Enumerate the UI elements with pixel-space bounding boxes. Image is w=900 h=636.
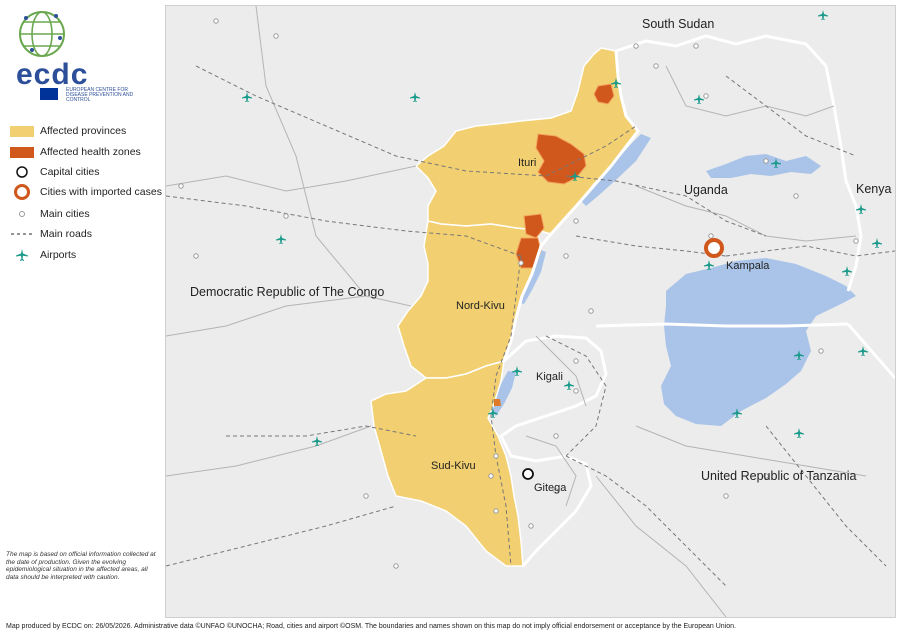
legend-label: Capital cities bbox=[40, 166, 100, 178]
airport-icon bbox=[771, 158, 781, 168]
map-disclaimer: The map is based on official information… bbox=[6, 551, 156, 581]
airport-icon bbox=[276, 234, 286, 244]
legend-item-capital-cities: Capital cities bbox=[10, 163, 100, 181]
logo-subtitle: EUROPEAN CENTRE FOR DISEASE PREVENTION A… bbox=[66, 87, 134, 103]
imported-case-city-kampala bbox=[704, 238, 724, 258]
airport-icon bbox=[312, 436, 322, 446]
airport-icon bbox=[512, 366, 522, 376]
border-uganda-kenya bbox=[824, 65, 863, 292]
ecdc-logo: ecdc EUROPEAN CENTRE FOR DISEASE PREVENT… bbox=[6, 8, 136, 103]
legend-panel: ecdc EUROPEAN CENTRE FOR DISEASE PREVENT… bbox=[0, 0, 165, 620]
legend-label: Cities with imported cases bbox=[40, 186, 162, 198]
country-label-south-sudan: South Sudan bbox=[642, 17, 714, 31]
health-zone-swatch bbox=[10, 146, 34, 158]
globe-icon bbox=[19, 11, 65, 57]
eu-flag-icon bbox=[40, 88, 58, 100]
airport-icon bbox=[570, 171, 580, 181]
lake-albert bbox=[580, 134, 651, 206]
airport-icon bbox=[858, 346, 868, 356]
airport-icon bbox=[242, 92, 252, 102]
country-label-uganda: Uganda bbox=[684, 183, 728, 197]
health-zone-sud-kivu bbox=[494, 399, 501, 406]
main-city-markers bbox=[178, 18, 859, 569]
country-label-drc: Democratic Republic of The Congo bbox=[190, 285, 384, 299]
legend-item-affected-provinces: Affected provinces bbox=[10, 122, 126, 140]
capital-label-gitega: Gitega bbox=[534, 482, 567, 494]
province-label-sud-kivu: Sud-Kivu bbox=[431, 460, 476, 472]
legend-label: Affected health zones bbox=[40, 146, 141, 158]
legend-item-affected-health-zones: Affected health zones bbox=[10, 143, 141, 161]
legend-item-airports: Airports bbox=[10, 246, 76, 264]
map-footer-credits: Map produced by ECDC on: 26/05/2026. Adm… bbox=[6, 623, 736, 630]
country-label-kenya: Kenya bbox=[856, 182, 891, 196]
imported-case-city-icon bbox=[10, 183, 34, 201]
airport-icon bbox=[794, 428, 804, 438]
legend-label: Main roads bbox=[40, 228, 92, 240]
airport-icon bbox=[732, 408, 742, 418]
border-drc-uganda bbox=[502, 50, 640, 362]
capital-label-kigali: Kigali bbox=[536, 371, 563, 383]
airport-icon bbox=[872, 238, 882, 248]
capital-city-icon bbox=[10, 165, 34, 179]
lake-victoria bbox=[661, 258, 856, 426]
border-kenya-tanzania bbox=[846, 323, 895, 379]
legend-label: Main cities bbox=[40, 208, 90, 220]
affected-province-swatch bbox=[10, 125, 34, 137]
logo-wordmark: ecdc bbox=[16, 58, 89, 91]
road-line-icon bbox=[10, 231, 34, 237]
border-uganda-south-sudan bbox=[615, 34, 828, 68]
airport-icon bbox=[488, 408, 498, 418]
province-label-ituri: Ituri bbox=[518, 157, 536, 169]
border-rwanda-burundi bbox=[499, 334, 608, 567]
airport-icon bbox=[794, 350, 804, 360]
border-uganda-tanzania bbox=[595, 322, 849, 328]
main-roads bbox=[166, 65, 895, 587]
country-label-tanzania: United Republic of Tanzania bbox=[701, 469, 856, 483]
capital-city-gitega bbox=[522, 468, 534, 480]
airport-icon bbox=[704, 260, 714, 270]
admin-boundaries bbox=[166, 6, 867, 617]
legend-label: Affected provinces bbox=[40, 125, 127, 137]
airport-icon bbox=[842, 266, 852, 276]
legend-item-main-roads: Main roads bbox=[10, 225, 92, 243]
lake-kyoga bbox=[706, 154, 821, 178]
main-city-icon bbox=[10, 209, 34, 219]
health-zone-nord-kivu-north bbox=[523, 213, 545, 239]
map-canvas: Democratic Republic of The Congo South S… bbox=[166, 6, 895, 617]
airport-icon bbox=[611, 78, 621, 88]
province-sud-kivu bbox=[370, 359, 524, 567]
airport-icon bbox=[10, 249, 34, 261]
legend-item-imported-cases: Cities with imported cases bbox=[10, 183, 162, 201]
map-view[interactable]: Democratic Republic of The Congo South S… bbox=[165, 5, 896, 618]
capital-label-kampala: Kampala bbox=[726, 260, 770, 272]
airport-icon bbox=[818, 10, 828, 20]
legend-label: Airports bbox=[40, 249, 77, 261]
health-zone-ituri-central bbox=[535, 133, 587, 185]
province-label-nord-kivu: Nord-Kivu bbox=[456, 300, 505, 312]
airport-icon bbox=[410, 92, 420, 102]
airport-icon bbox=[694, 94, 704, 104]
airport-markers bbox=[242, 10, 882, 446]
airport-icon bbox=[564, 380, 574, 390]
legend-item-main-cities: Main cities bbox=[10, 205, 90, 223]
airport-icon bbox=[856, 204, 866, 214]
